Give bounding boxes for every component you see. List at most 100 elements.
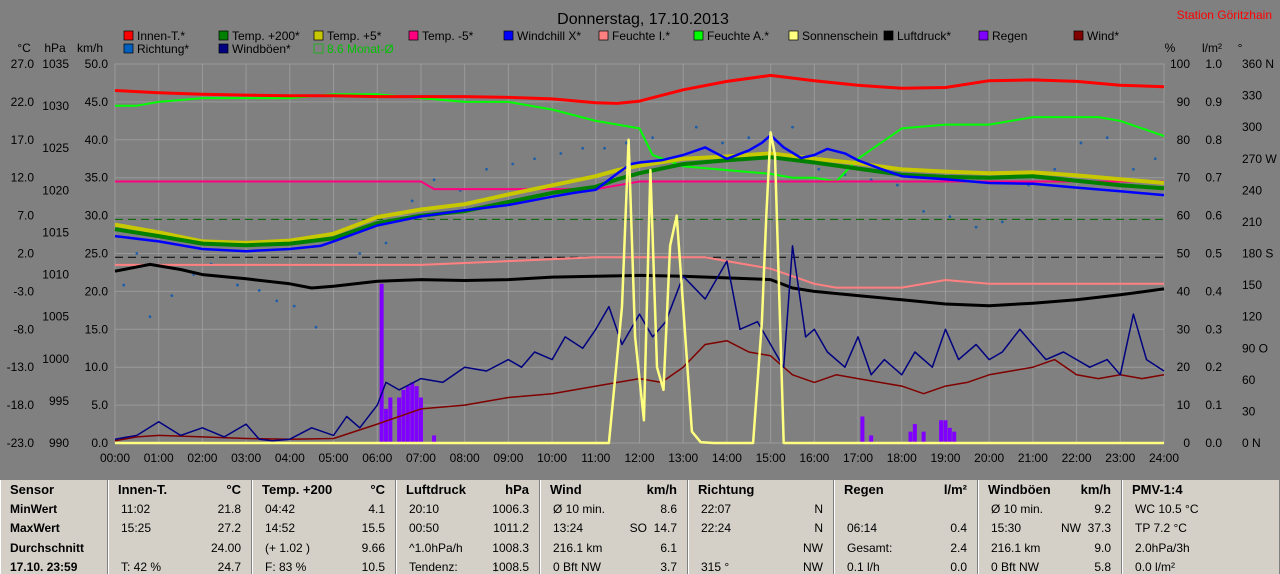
stat-header: PMV-1:4: [1123, 480, 1279, 500]
wind_kmh-tick-label: 35.0: [85, 171, 109, 185]
stat-row-label: 11:02: [121, 501, 151, 516]
stat-row: F: 83 % 10.5: [253, 558, 395, 574]
stat-header: Luftdruck hPa: [397, 480, 539, 500]
stat-row: 0.0 l/m²: [1123, 558, 1279, 574]
rain-bar: [383, 408, 388, 443]
series-line-2: [115, 180, 1164, 191]
stat-row: Tendenz: ↑ 1008.5: [397, 558, 539, 574]
axis-unit-label: °C: [17, 41, 31, 55]
direction-point: [624, 141, 628, 145]
x-tick-label: 18:00: [887, 451, 917, 465]
rain-bar: [397, 397, 402, 443]
wind_kmh-tick-label: 45.0: [85, 95, 109, 109]
stat-row: 14:52 15.5: [253, 519, 395, 539]
direction-point: [292, 304, 296, 308]
stat-row: Ø 10 min. 9.2: [979, 500, 1121, 520]
legend-swatch: [123, 43, 134, 54]
stat-row-label: MinWert: [10, 501, 58, 516]
direction-tick-label: 300: [1242, 120, 1262, 134]
direction-point: [135, 252, 139, 255]
stat-header-label: Wind: [550, 482, 582, 497]
rain-bar: [869, 435, 874, 443]
legend-swatch: [218, 30, 229, 41]
direction-point: [603, 146, 606, 150]
stat-column-7: Windböen km/h Ø 10 min. 9.2 15:30 NW 37.3 216.1…: [978, 480, 1122, 574]
stat-header-unit: km/h: [1080, 482, 1111, 497]
legend-swatch: [313, 30, 324, 41]
rain-bar: [379, 283, 384, 443]
stat-row-label: 13:24: [553, 521, 584, 535]
direction-point: [1153, 157, 1157, 161]
direction-tick-label: 180 S: [1242, 247, 1273, 261]
legend-swatch: [598, 30, 609, 41]
axes: 00:00 01:00 02:00 03:00 04:00 05:00 06:00 07:00…: [7, 41, 1278, 465]
stat-row-label: TP 7.2 °C: [1135, 521, 1187, 535]
legend-label: Temp. +5*: [327, 29, 382, 43]
x-tick-label: 03:00: [231, 451, 261, 465]
axis-unit-label: km/h: [77, 41, 103, 55]
stat-row: MinWert: [1, 500, 107, 520]
stat-row-extra: NW: [1061, 521, 1081, 535]
legend-label: 8.6 Monat-Ø: [327, 42, 394, 56]
legend-label: Innen-T.*: [137, 29, 185, 43]
stat-row: T: 42 % 24.7: [109, 558, 251, 574]
stat-row: 0 Bft NW 5.8: [979, 558, 1121, 574]
stat-row-label: 06:14: [847, 521, 878, 535]
stat-row-label: F: 83 %: [265, 560, 307, 574]
direction-tick-label: 0 N: [1242, 436, 1261, 450]
stat-row-value: 1008.5: [492, 560, 529, 574]
stat-row-label: 04:42: [265, 501, 296, 516]
stat-header-unit: l/m²: [943, 482, 967, 497]
legend-label: Luftdruck*: [897, 29, 951, 43]
direction-point: [257, 288, 261, 292]
pressure_hpa-tick-label: 995: [49, 394, 69, 408]
stat-row-label: WC 10.5 °C: [1135, 501, 1199, 516]
x-tick-label: 14:00: [712, 451, 742, 465]
direction-point: [170, 294, 174, 298]
series-line-4: [114, 262, 1165, 308]
legend-label: Wind*: [1087, 29, 1119, 43]
stat-column-1: Innen-T. °C 11:02 21.8 15:25 27.2 24.00 T: 42 %…: [108, 480, 252, 574]
x-tick-label: 05:00: [319, 451, 349, 465]
x-tick-label: 23:00: [1105, 451, 1135, 465]
stat-column-3: Luftdruck hPa 20:10 1006.3 00:50 1011.2 ^1.0hP…: [396, 480, 540, 574]
direction-point: [1105, 136, 1109, 140]
stat-row-value: 1011.2: [493, 521, 529, 535]
rain_lm2-tick-label: 0.7: [1205, 171, 1222, 185]
stat-column-2: Temp. +200 °C 04:42 4.1 14:52 15.5 (+ 1.02 ) 9.…: [252, 480, 396, 574]
rain_lm2-tick-label: 0.3: [1205, 322, 1222, 336]
wind_kmh-tick-label: 5.0: [91, 398, 108, 412]
stat-row: 0 Bft NW 3.7: [541, 558, 687, 574]
stat-row-value: 27.2: [217, 521, 241, 535]
legend-label: Windböen*: [232, 42, 291, 56]
direction-tick-label: 270 W: [1242, 152, 1277, 166]
direction-point: [511, 162, 515, 166]
stat-row-value: 4.1: [368, 501, 385, 516]
rain-bar: [921, 431, 926, 443]
pressure_hpa-tick-label: 1025: [42, 141, 69, 155]
stat-row: 24.00: [109, 539, 251, 559]
temp_c-tick-label: -23.0: [7, 436, 35, 450]
temp_c-tick-label: -18.0: [7, 398, 35, 412]
temp_c-tick-label: 27.0: [11, 57, 35, 71]
direction-point: [694, 125, 698, 129]
stat-row: 216.1 km 9.0: [979, 539, 1121, 559]
stat-row-label: 17.10. 23:59: [10, 560, 78, 574]
direction-point: [1132, 167, 1135, 171]
stat-row-label: ^1.0hPa/h: [409, 540, 463, 555]
stat-row: ^1.0hPa/h 1008.3: [397, 539, 539, 559]
stat-row-label: 00:50: [409, 521, 440, 535]
direction-tick-label: 240: [1242, 183, 1262, 197]
legend-swatch: [1073, 30, 1084, 41]
wind_kmh-tick-label: 30.0: [85, 209, 109, 223]
rain-bar: [939, 420, 944, 443]
stat-row-label: 216.1 km: [991, 540, 1041, 555]
x-tick-label: 09:00: [493, 451, 523, 465]
humidity_pct-tick-label: 80: [1177, 133, 1191, 147]
stat-header-unit: km/h: [646, 482, 677, 497]
stat-row-label: MaxWert: [10, 521, 60, 535]
temp_c-tick-label: -13.0: [7, 360, 35, 374]
x-tick-label: 10:00: [537, 451, 567, 465]
direction-point: [533, 157, 536, 161]
direction-tick-label: 210: [1242, 215, 1262, 229]
